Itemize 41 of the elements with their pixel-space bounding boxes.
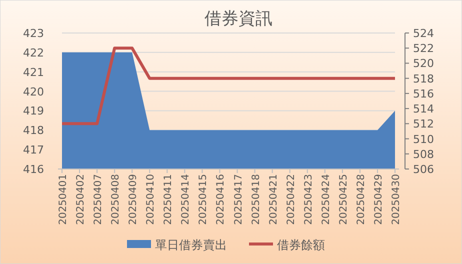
x-tick-label: 20250428 <box>356 174 367 225</box>
y-tick-label: 419 <box>23 104 44 118</box>
x-tick-label: 20250424 <box>320 174 332 225</box>
y-tick-label: 418 <box>23 124 44 138</box>
x-tick-label: 20250408 <box>110 174 122 225</box>
x-tick-label: 20250429 <box>373 174 384 225</box>
y2-tick-label: 508 <box>413 148 434 161</box>
y-tick-label: 423 <box>23 27 44 40</box>
x-tick-label: 20250409 <box>128 174 140 225</box>
y2-tick-label: 514 <box>413 102 434 116</box>
chart-title: 借券資訊 <box>204 9 272 29</box>
x-tick-label: 20250423 <box>303 174 314 225</box>
x-tick-label: 20250401 <box>58 174 69 225</box>
y2-tick-label: 520 <box>413 57 434 70</box>
y-tick-label: 421 <box>23 66 44 79</box>
x-tick-label: 20250421 <box>268 174 280 225</box>
x-tick-label: 20250411 <box>163 174 174 225</box>
y2-tick-label: 512 <box>413 118 434 131</box>
legend-label: 單日借券賣出 <box>155 238 227 252</box>
x-tick-label: 20250422 <box>286 174 297 225</box>
x-tick-label: 20250417 <box>233 174 244 225</box>
x-tick-label: 20250402 <box>76 174 87 225</box>
y-tick-label: 416 <box>23 163 44 176</box>
y-tick-label: 422 <box>23 46 44 60</box>
y2-tick-label: 518 <box>413 72 434 86</box>
y2-tick-label: 506 <box>413 163 434 176</box>
x-tick-label: 20250416 <box>216 174 227 225</box>
x-tick-label: 20250410 <box>146 174 157 225</box>
y-tick-label: 420 <box>23 85 44 98</box>
x-tick-label: 20250425 <box>338 174 350 225</box>
x-tick-label: 20250407 <box>93 174 104 225</box>
y2-tick-label: 522 <box>413 42 434 56</box>
legend-label: 借券餘額 <box>277 238 325 252</box>
x-tick-label: 20250414 <box>180 174 192 225</box>
x-tick-label: 20250418 <box>250 174 262 225</box>
y2-tick-label: 510 <box>413 132 434 146</box>
x-tick-label: 20250430 <box>391 174 402 225</box>
y2-tick-label: 516 <box>413 87 434 100</box>
y2-tick-label: 524 <box>413 27 434 40</box>
x-tick-label: 20250415 <box>198 174 210 225</box>
y-tick-label: 417 <box>23 144 44 157</box>
